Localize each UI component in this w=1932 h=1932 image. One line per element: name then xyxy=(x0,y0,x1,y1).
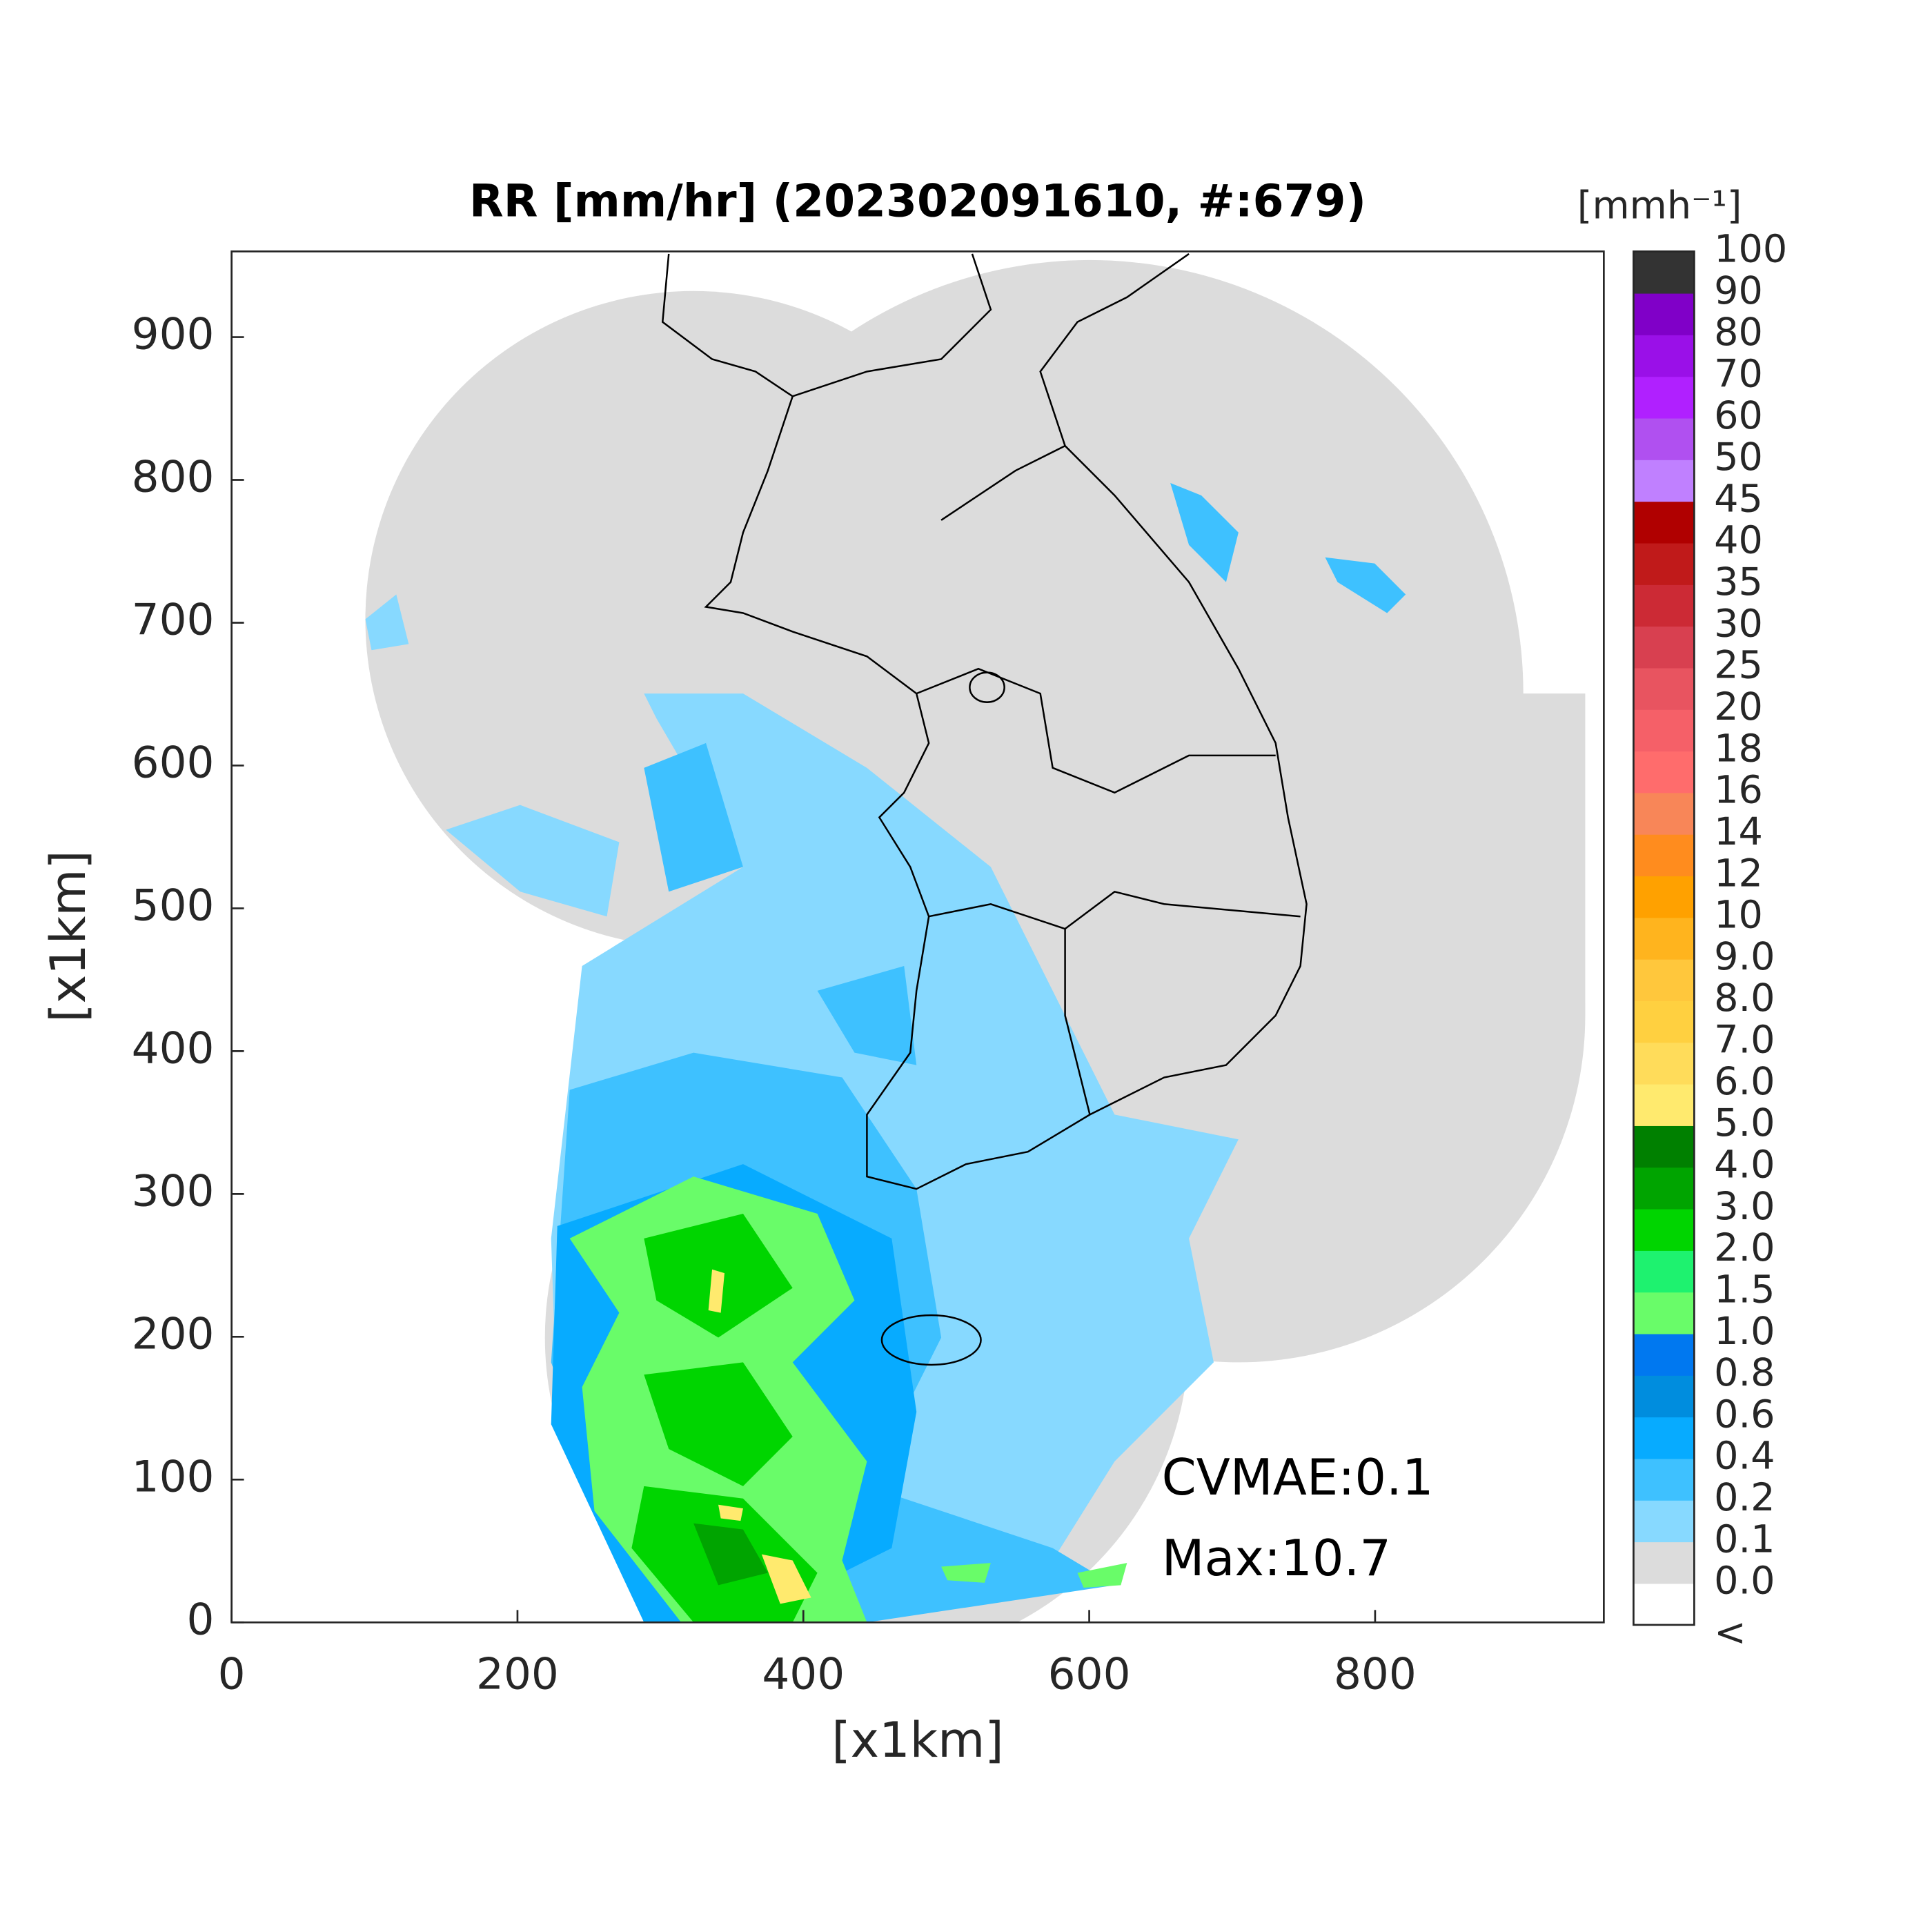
y-tick-label: 100 xyxy=(132,1451,215,1501)
colorbar-bin xyxy=(1633,1583,1695,1626)
colorbar-label: 12 xyxy=(1714,851,1763,896)
annotation: CVMAE:0.1 xyxy=(1162,1448,1434,1506)
colorbar-frame xyxy=(1633,250,1695,1626)
x-tick-label: 800 xyxy=(1334,1648,1417,1699)
colorbar-label: 0.1 xyxy=(1714,1517,1775,1561)
colorbar-bin xyxy=(1633,1042,1695,1085)
colorbar-bin xyxy=(1633,1417,1695,1459)
colorbar-label: 50 xyxy=(1714,435,1763,480)
colorbar-bin xyxy=(1633,1374,1695,1418)
y-tick-label: 300 xyxy=(132,1165,215,1216)
colorbar-label: 5.0 xyxy=(1714,1101,1775,1145)
y-tick-label: 500 xyxy=(132,880,215,931)
colorbar-bin xyxy=(1633,376,1695,419)
colorbar-bin xyxy=(1633,792,1695,835)
colorbar-label: 4.0 xyxy=(1714,1142,1775,1187)
colorbar-bin xyxy=(1633,1541,1695,1584)
colorbar-label: 6.0 xyxy=(1714,1059,1775,1104)
colorbar-bin xyxy=(1633,709,1695,752)
colorbar-bin xyxy=(1633,1208,1695,1251)
colorbar-bin xyxy=(1633,584,1695,627)
colorbar-label: 16 xyxy=(1714,768,1763,813)
colorbar-bin xyxy=(1633,1250,1695,1293)
colorbar-label: 7.0 xyxy=(1714,1018,1775,1063)
y-axis-label: [x1km] xyxy=(40,850,97,1022)
colorbar-title: [mmh⁻¹] xyxy=(1577,184,1742,228)
coastline xyxy=(661,253,1308,1366)
y-tick-label: 400 xyxy=(132,1023,215,1073)
colorbar-bin xyxy=(1633,417,1695,460)
colorbar-label: 45 xyxy=(1714,476,1763,521)
colorbar-label: 18 xyxy=(1714,726,1763,771)
colorbar-label: < xyxy=(1714,1610,1746,1655)
colorbar-label: 2.0 xyxy=(1714,1225,1775,1270)
y-tick-label: 200 xyxy=(132,1308,215,1359)
colorbar-label: 3.0 xyxy=(1714,1184,1775,1229)
colorbar-label: 1.5 xyxy=(1714,1267,1775,1312)
colorbar-bin xyxy=(1633,958,1695,1001)
colorbar-label: 80 xyxy=(1714,310,1763,355)
colorbar-bin xyxy=(1633,751,1695,793)
y-tick-label: 900 xyxy=(132,309,215,359)
colorbar-bin xyxy=(1633,251,1695,294)
colorbar-bin xyxy=(1633,1292,1695,1334)
y-tick-label: 0 xyxy=(187,1594,215,1644)
y-tick-label: 800 xyxy=(132,452,215,502)
x-tick-label: 400 xyxy=(762,1648,845,1699)
colorbar-label: 0.6 xyxy=(1714,1392,1775,1437)
colorbar-label: 0.2 xyxy=(1714,1475,1775,1520)
colorbar-label: 9.0 xyxy=(1714,934,1775,979)
colorbar-label: 8.0 xyxy=(1714,976,1775,1021)
plot-frame xyxy=(230,250,1605,1624)
colorbar-bin xyxy=(1633,834,1695,877)
colorbar-label: 10 xyxy=(1714,893,1763,938)
colorbar-label: 1.0 xyxy=(1714,1309,1775,1354)
colorbar-label: 90 xyxy=(1714,268,1763,313)
colorbar: <0.00.10.20.40.60.81.01.52.03.04.05.06.0… xyxy=(1633,226,1787,1655)
colorbar-label: 0.4 xyxy=(1714,1434,1775,1479)
x-axis-label: [x1km] xyxy=(831,1712,1003,1768)
colorbar-label: 40 xyxy=(1714,518,1763,563)
colorbar-bin xyxy=(1633,1083,1695,1126)
colorbar-label: 30 xyxy=(1714,601,1763,646)
colorbar-label: 60 xyxy=(1714,393,1763,438)
annotation: Max:10.7 xyxy=(1162,1529,1391,1587)
colorbar-bin xyxy=(1633,459,1695,502)
colorbar-bin xyxy=(1633,293,1695,335)
y-tick-label: 700 xyxy=(132,595,215,645)
colorbar-bin xyxy=(1633,1499,1695,1543)
colorbar-label: 70 xyxy=(1714,351,1763,396)
colorbar-label: 20 xyxy=(1714,684,1763,729)
title: RR [mm/hr] (202302091610, #:679) xyxy=(469,176,1366,228)
y-tick-label: 600 xyxy=(132,738,215,788)
colorbar-label: 0.8 xyxy=(1714,1350,1775,1395)
colorbar-bin xyxy=(1633,1125,1695,1168)
colorbar-label: 25 xyxy=(1714,643,1763,688)
colorbar-bin xyxy=(1633,501,1695,544)
colorbar-bin xyxy=(1633,917,1695,960)
colorbar-bin xyxy=(1633,876,1695,918)
colorbar-bin xyxy=(1633,1333,1695,1376)
colorbar-bin xyxy=(1633,1167,1695,1210)
x-tick-label: 600 xyxy=(1048,1648,1131,1699)
x-tick-label: 0 xyxy=(218,1648,246,1699)
colorbar-bin xyxy=(1633,1000,1695,1043)
map-layer xyxy=(365,253,1586,1623)
colorbar-label: 0.0 xyxy=(1714,1559,1775,1604)
colorbar-label: 100 xyxy=(1714,226,1787,271)
colorbar-label: 14 xyxy=(1714,809,1763,854)
colorbar-bin xyxy=(1633,542,1695,585)
x-tick-label: 200 xyxy=(476,1648,559,1699)
colorbar-bin xyxy=(1633,667,1695,710)
colorbar-label: 35 xyxy=(1714,560,1763,604)
colorbar-bin xyxy=(1633,626,1695,669)
colorbar-bin xyxy=(1633,334,1695,377)
precipitation xyxy=(365,483,1406,1623)
colorbar-bin xyxy=(1633,1458,1695,1501)
